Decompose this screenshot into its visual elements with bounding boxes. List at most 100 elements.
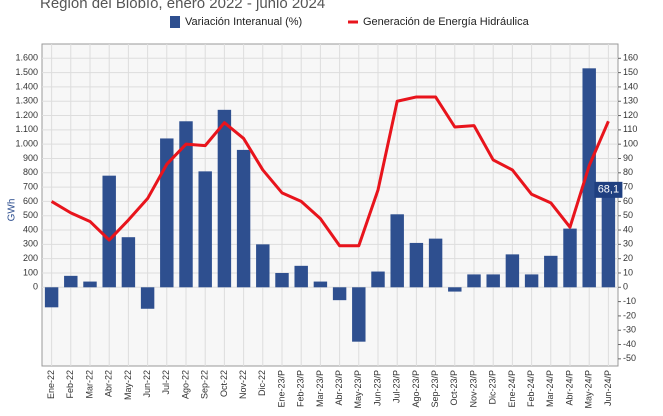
x-tick-label: Ago-23/P: [411, 370, 421, 408]
y-tick-label: 1.300: [15, 96, 38, 106]
y2-tick-label: -10: [623, 296, 636, 306]
legend-label: Generación de Energía Hidráulica: [363, 16, 530, 28]
x-tick-label: Jun-23/P: [372, 370, 382, 406]
x-tick-label: Feb-24/P: [526, 370, 536, 407]
x-tick-label: Ene-22: [46, 370, 56, 399]
x-tick-label: Ago-22: [180, 370, 190, 399]
y2-tick-label: 90: [623, 153, 633, 163]
x-tick-label: Mar-23/P: [315, 370, 325, 407]
x-tick-label: May-24/P: [584, 370, 594, 409]
y2-tick-label: 40: [623, 224, 633, 234]
bar: [256, 244, 270, 288]
bar: [179, 121, 193, 288]
y2-tick-label: 20: [623, 253, 633, 263]
y2-tick-label: 0: [623, 282, 628, 292]
x-tick-label: Feb-23/P: [296, 370, 306, 407]
x-tick-label: Jun-24/P: [603, 370, 613, 406]
x-tick-label: Abr-22: [104, 370, 114, 397]
bar: [140, 287, 155, 309]
x-tick-label: Jul-23/P: [392, 370, 402, 403]
bar: [390, 214, 404, 288]
bar: [236, 149, 251, 288]
x-tick-label: Mar-22: [84, 370, 94, 399]
bar: [467, 274, 481, 288]
x-tick-label: Jun-22: [142, 370, 152, 398]
bar: [332, 287, 347, 301]
y2-tick-label: 100: [623, 139, 638, 149]
x-tick-label: Sep-22: [200, 370, 210, 399]
y2-tick-label: 120: [623, 110, 638, 120]
bar: [198, 171, 212, 288]
bar: [601, 189, 616, 288]
bar: [102, 175, 116, 288]
bar: [544, 255, 558, 288]
x-tick-label: Mar-24/P: [545, 370, 555, 407]
x-tick-label: Abr-23/P: [334, 370, 344, 406]
y-tick-label: 200: [23, 253, 38, 263]
y-tick-label: 1.100: [15, 124, 38, 134]
y-tick-label: 500: [23, 210, 38, 220]
bar: [428, 238, 443, 288]
x-tick-label: Abr-24/P: [564, 370, 574, 406]
y2-tick-label: 150: [623, 67, 638, 77]
bar: [121, 237, 136, 288]
x-tick-label: Dic-22: [257, 370, 267, 396]
bar: [371, 271, 385, 288]
y-tick-label: 900: [23, 153, 38, 163]
data-label: 68,1: [598, 184, 619, 196]
line-series: [50, 95, 610, 248]
y-tick-label: 100: [23, 267, 38, 277]
y-tick-label: 400: [23, 224, 38, 234]
y2-tick-label: 130: [623, 96, 638, 106]
x-tick-label: Nov-22: [238, 370, 248, 399]
y-tick-label: 1.000: [15, 139, 38, 149]
y-tick-label: 0: [33, 282, 38, 292]
bar: [582, 68, 596, 288]
x-tick-label: May-22: [123, 370, 133, 400]
x-tick-label: Ene-24/P: [507, 370, 517, 408]
y-tick-label: 800: [23, 167, 38, 177]
y2-tick-label: 30: [623, 239, 633, 249]
x-tick-label: Ene-23/P: [276, 370, 286, 408]
y-tick-label: 600: [23, 196, 38, 206]
plot-area: [41, 43, 619, 367]
y2-tick-label: 70: [623, 181, 633, 191]
bar: [294, 265, 308, 288]
y-tick-label: 1.400: [15, 81, 38, 91]
bar: [217, 109, 232, 288]
y2-tick-label: 110: [623, 124, 637, 134]
y2-tick-label: 10: [623, 267, 633, 277]
bar: [160, 138, 174, 288]
bar: [563, 228, 577, 288]
bar: [64, 275, 78, 288]
y2-tick-label: -30: [623, 325, 636, 335]
y2-tick-label: -50: [623, 353, 636, 363]
x-tick-label: Jul-22: [161, 370, 171, 395]
bar: [44, 287, 59, 308]
bar: [448, 287, 462, 292]
bar: [352, 287, 366, 342]
bar: [313, 281, 328, 288]
y-tick-label: 300: [23, 239, 38, 249]
y2-tick-label: 60: [623, 196, 633, 206]
x-tick-label: Oct-22: [219, 370, 229, 397]
data-label-box: [594, 181, 623, 198]
x-tick-label: Nov-23/P: [468, 370, 478, 408]
x-tick-label: Sep-23/P: [430, 370, 440, 408]
bar: [275, 272, 289, 288]
y2-tick-label: 160: [623, 53, 638, 63]
y-tick-label: 1.200: [15, 110, 38, 120]
x-tick-label: Oct-23/P: [449, 370, 459, 406]
bar: [505, 254, 520, 288]
x-tick-label: Feb-22: [65, 370, 75, 399]
y2-tick-label: 50: [623, 210, 633, 220]
bar: [409, 242, 424, 288]
legend-swatch: [170, 16, 180, 28]
y2-tick-label: 80: [623, 167, 633, 177]
y-axis-label: GWh: [7, 199, 18, 222]
y2-tick-label: -20: [623, 310, 636, 320]
y-tick-label: 700: [23, 181, 38, 191]
y2-tick-label: -40: [623, 339, 636, 349]
y-tick-label: 1.600: [15, 53, 38, 63]
